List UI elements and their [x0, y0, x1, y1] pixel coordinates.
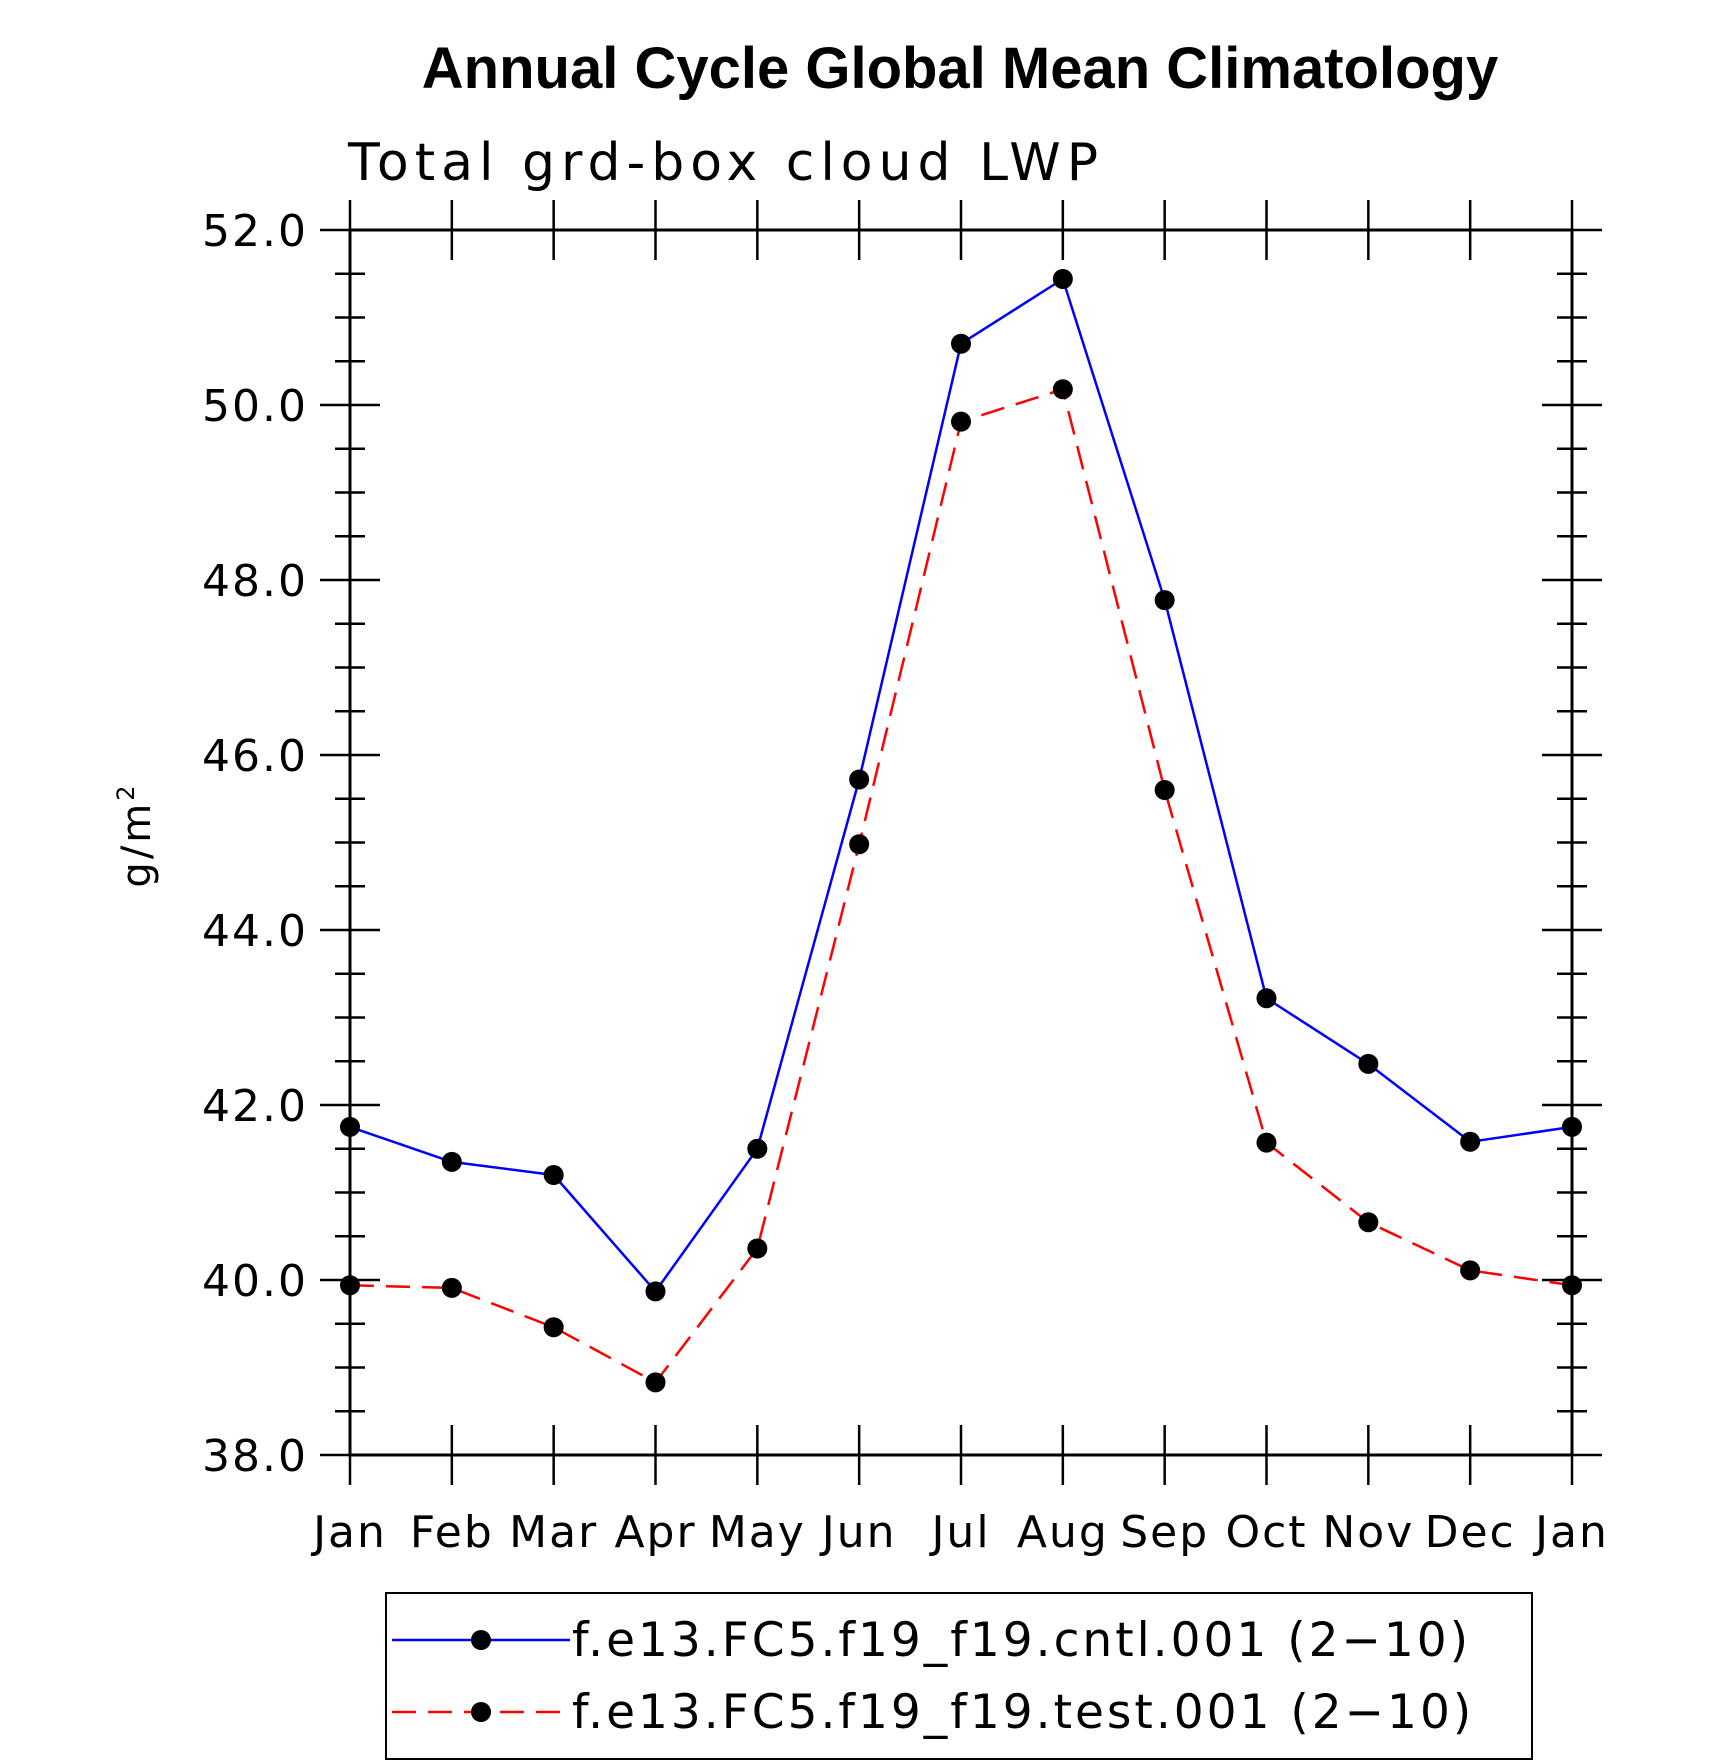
- x-tick-label: Dec: [1425, 1507, 1516, 1558]
- legend-marker-test: [471, 1702, 491, 1722]
- y-axis-label: g/m2: [112, 782, 160, 887]
- y-tick-label: 50.0: [202, 381, 308, 432]
- data-point-test: [441, 1277, 462, 1298]
- data-point-cntl: [645, 1281, 666, 1302]
- series-group: [340, 269, 1582, 1393]
- y-tick-label: 38.0: [202, 1431, 308, 1482]
- x-tick-label: Jan: [1532, 1507, 1609, 1558]
- data-point-cntl: [1562, 1116, 1582, 1137]
- data-point-cntl: [543, 1165, 564, 1185]
- legend-box: [385, 1592, 1533, 1760]
- x-tick-label: May: [709, 1507, 806, 1558]
- y-tick-label: 40.0: [202, 1256, 308, 1307]
- x-tick-label: Sep: [1120, 1507, 1209, 1558]
- y-axis-label-exponent: 2: [112, 782, 140, 800]
- x-tick-label: Jul: [928, 1507, 990, 1558]
- chart-subtitle: Total grd-box cloud LWP: [347, 133, 1104, 193]
- legend-label-cntl: f.e13.FC5.f19_f19.cntl.001 (2−10): [572, 1613, 1471, 1668]
- data-point-test: [1562, 1275, 1582, 1296]
- data-point-test: [645, 1372, 666, 1393]
- data-point-test: [1358, 1212, 1379, 1233]
- data-point-test: [543, 1317, 564, 1338]
- data-point-test: [1460, 1260, 1481, 1281]
- series-line-test: [349, 388, 1573, 1384]
- x-tick-label: Aug: [1017, 1507, 1109, 1558]
- data-point-cntl: [1052, 269, 1073, 289]
- data-point-test: [747, 1238, 768, 1259]
- x-tick-label: Jan: [310, 1507, 387, 1558]
- data-point-cntl: [1358, 1053, 1379, 1074]
- data-point-test: [951, 411, 971, 432]
- data-point-test: [340, 1275, 360, 1296]
- data-point-cntl: [1460, 1131, 1481, 1152]
- y-tick-label: 48.0: [202, 556, 308, 607]
- data-point-test: [1154, 780, 1175, 800]
- y-tick-label: 44.0: [202, 906, 308, 957]
- x-tick-label: Feb: [410, 1507, 494, 1558]
- data-point-cntl: [747, 1138, 768, 1159]
- legend: f.e13.FC5.f19_f19.cntl.001 (2−10) f.e13.…: [385, 1592, 1533, 1760]
- x-tick-label: Jun: [819, 1507, 897, 1558]
- y-tick-label: 46.0: [202, 731, 308, 782]
- data-point-cntl: [340, 1116, 360, 1137]
- data-point-cntl: [1154, 590, 1175, 611]
- data-point-cntl: [441, 1151, 462, 1172]
- y-tick-label: 52.0: [202, 206, 308, 257]
- chart-title: Annual Cycle Global Mean Climatology: [422, 36, 1498, 101]
- data-point-cntl: [951, 333, 971, 354]
- x-tick-label: Nov: [1322, 1507, 1414, 1558]
- data-point-test: [1256, 1132, 1277, 1153]
- data-point-cntl: [849, 769, 870, 790]
- data-point-test: [1052, 379, 1073, 400]
- y-tick-label: 42.0: [202, 1081, 308, 1132]
- x-tick-label: Apr: [614, 1507, 696, 1558]
- y-axis-label-unit: g/m: [114, 801, 160, 888]
- data-point-cntl: [1256, 988, 1277, 1009]
- data-point-test: [849, 834, 870, 855]
- legend-marker-cntl: [471, 1630, 491, 1650]
- legend-label-test: f.e13.FC5.f19_f19.test.001 (2−10): [572, 1685, 1474, 1740]
- axes: 38.0 40.0 42.0 44.0 46.0 48.0 50.0 52.0 Jan Feb Ma…: [202, 200, 1609, 1558]
- x-tick-label: Oct: [1225, 1507, 1307, 1558]
- x-tick-label: Mar: [509, 1507, 598, 1558]
